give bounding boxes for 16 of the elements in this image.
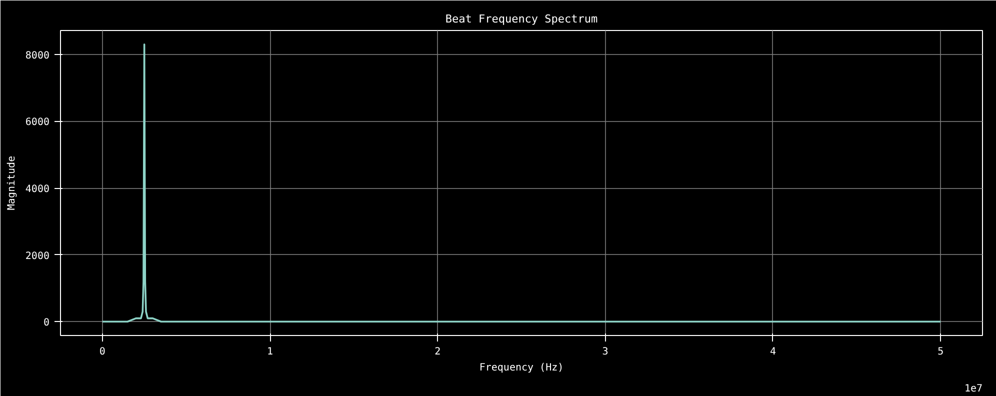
x-tick-label: 5 [938, 346, 944, 358]
text: 1e7 [964, 384, 982, 394]
x-axis-title: Frequency (Hz) [479, 362, 564, 374]
y-tick-label: 2000 [25, 250, 50, 262]
x-tick-label: 1 [267, 346, 274, 358]
x-tick-label: 4 [770, 346, 776, 358]
x-tick-label: 2 [434, 346, 441, 358]
y-tick-label: 0 [43, 318, 50, 329]
y-tick-label: 4000 [25, 184, 50, 196]
y-tick-label: 8000 [25, 50, 50, 62]
x-tick-label: 0 [99, 346, 106, 358]
y-axis-title: Magnitude [6, 156, 18, 210]
x-tick-label: 3 [602, 346, 608, 358]
chart-title: Beat Frequency Spectrum [445, 12, 598, 26]
y-tick-label: 6000 [25, 117, 50, 128]
line-series [102, 43, 942, 323]
